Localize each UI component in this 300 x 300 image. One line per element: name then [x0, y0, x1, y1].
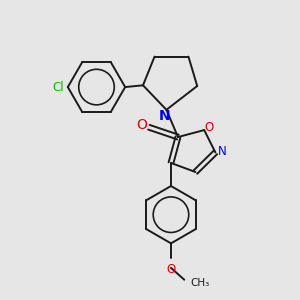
Text: O: O: [167, 262, 176, 276]
Text: Cl: Cl: [52, 81, 64, 94]
Text: N: N: [218, 145, 227, 158]
Text: N: N: [159, 109, 170, 123]
Text: O: O: [136, 118, 147, 132]
Text: CH₃: CH₃: [190, 278, 210, 288]
Text: O: O: [205, 121, 214, 134]
